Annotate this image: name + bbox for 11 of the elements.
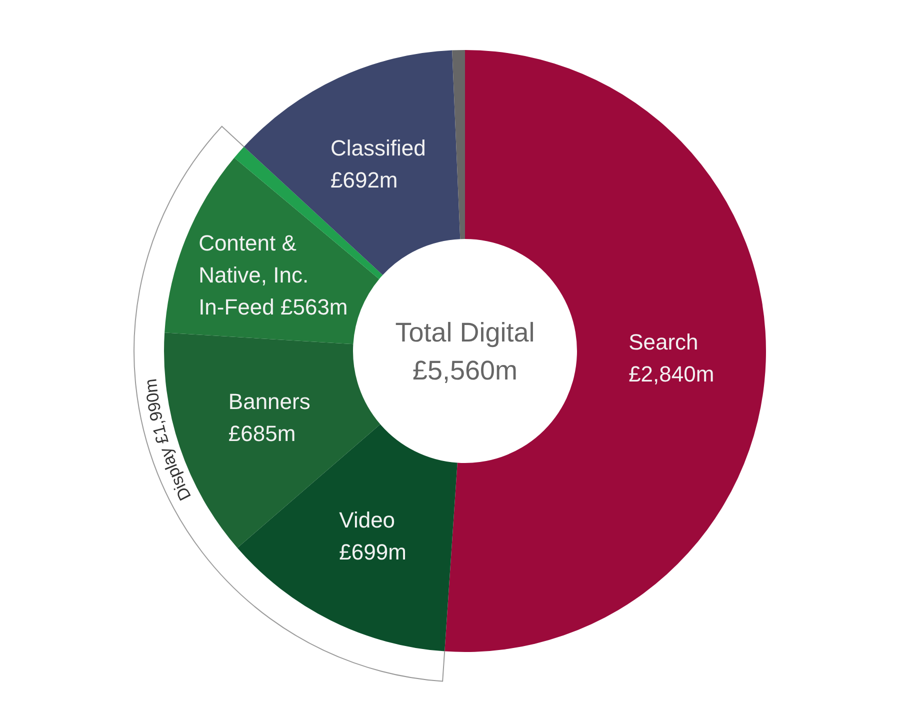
data-label: £692m — [330, 167, 398, 192]
slice-label: Banners — [228, 388, 310, 414]
data-label: £685m — [228, 420, 296, 446]
slice-label: Search — [628, 330, 698, 355]
slice-label: Content & Native, Inc. In-Feed £563m — [198, 230, 348, 320]
slice-label: Video — [339, 507, 396, 532]
text: Total Digital £5,560m — [395, 317, 535, 386]
data-label: £2,840m — [628, 362, 714, 387]
slice-label: Classified — [330, 135, 426, 160]
donut-slice — [452, 50, 465, 240]
data-label: £699m — [339, 539, 406, 564]
